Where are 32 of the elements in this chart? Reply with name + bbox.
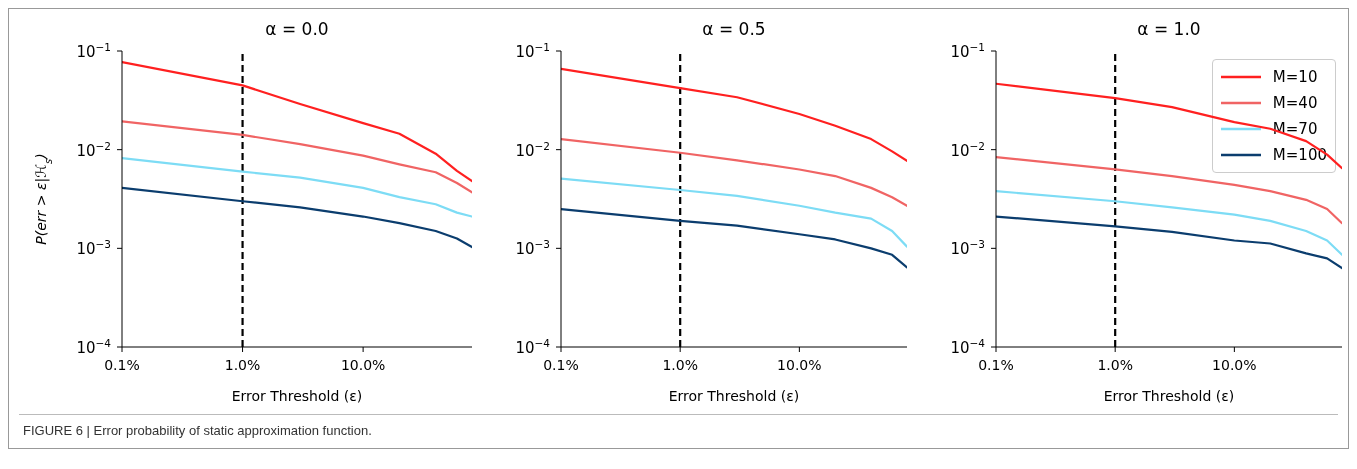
x-tick-label: 1.0% [224, 357, 261, 373]
y-tick-label: 10$^{−3}$ [76, 238, 111, 259]
x-tick-label: 1.0% [1097, 357, 1133, 373]
x-axis-title: Error Threshold (ε) [231, 388, 363, 404]
x-tick-label: 0.1% [543, 357, 579, 373]
x-tick-label: 10.0% [777, 357, 822, 373]
y-tick-label: 10$^{−1}$ [515, 41, 550, 61]
y-tick-label: 10$^{−1}$ [76, 41, 111, 61]
y-tick-label: 10$^{−4}$ [76, 337, 112, 357]
x-tick-label: 1.0% [662, 357, 698, 373]
y-tick-label: 10$^{−3}$ [515, 238, 550, 259]
y-tick-label: 10$^{−3}$ [950, 238, 985, 259]
legend-label: M=40 [1272, 94, 1318, 112]
legend-label: M=10 [1272, 68, 1318, 86]
legend-label: M=70 [1272, 120, 1318, 138]
x-tick-label: 0.1% [104, 357, 140, 373]
x-axis-title: Error Threshold (ε) [1103, 388, 1235, 404]
chart-title: α = 0.5 [701, 19, 767, 39]
y-tick-label: 10$^{−2}$ [515, 139, 550, 160]
legend-label: M=100 [1272, 146, 1327, 164]
chart-title: α = 1.0 [1136, 19, 1202, 39]
x-tick-label: 0.1% [978, 357, 1014, 373]
y-tick-label: 10$^{−1}$ [950, 41, 985, 61]
caption: FIGURE 6 | Error probability of static approximation function. [23, 423, 373, 438]
y-tick-label: 10$^{−4}$ [515, 337, 551, 357]
y-tick-label: 10$^{−2}$ [76, 139, 111, 160]
x-tick-label: 10.0% [340, 357, 386, 373]
chart-title: α = 0.0 [264, 19, 330, 39]
y-tick-label: 10$^{−4}$ [950, 337, 986, 357]
x-tick-label: 10.0% [1212, 357, 1257, 373]
y-tick-label: 10$^{−2}$ [950, 139, 985, 160]
x-axis-title: Error Threshold (ε) [668, 388, 800, 404]
